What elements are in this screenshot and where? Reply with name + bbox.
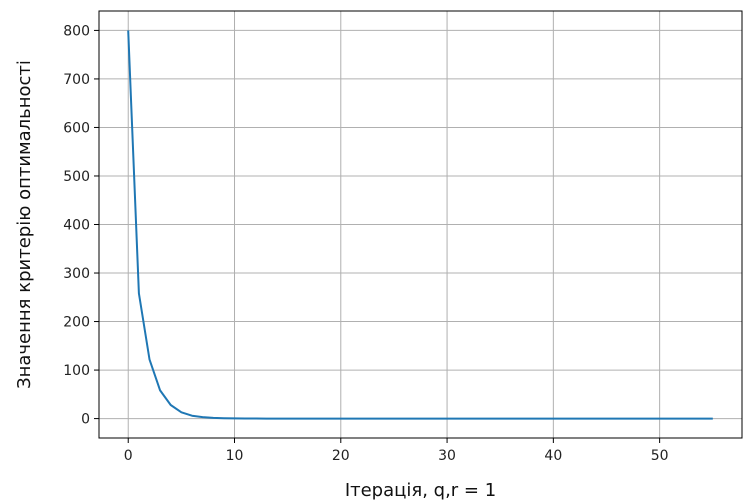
- x-tick-label: 0: [124, 448, 133, 464]
- y-axis-label: Значення критерію оптимальності: [14, 60, 35, 389]
- x-tick-label: 10: [226, 448, 244, 464]
- y-tick-label: 500: [63, 169, 90, 185]
- x-tick-label: 50: [651, 448, 669, 464]
- x-axis-label: Ітерація, q,r = 1: [345, 480, 496, 501]
- y-tick-label: 700: [63, 72, 90, 88]
- x-axis-ticks: 0 10 20 30 40 50: [124, 438, 669, 464]
- y-tick-label: 400: [63, 218, 90, 234]
- series-line: [127, 30, 713, 420]
- grid: [99, 11, 742, 438]
- series-line-layer: [127, 30, 713, 420]
- x-tick-label: 30: [438, 448, 456, 464]
- y-tick-label: 600: [63, 120, 90, 136]
- y-tick-label: 200: [63, 315, 90, 331]
- y-axis-ticks: 0 100 200 300 400 500 600 700 800: [63, 23, 99, 428]
- y-tick-label: 100: [63, 363, 90, 379]
- y-tick-label: 800: [63, 23, 90, 39]
- x-tick-label: 40: [544, 448, 562, 464]
- y-tick-label: 0: [81, 412, 90, 428]
- y-tick-label: 300: [63, 266, 90, 282]
- x-tick-label: 20: [332, 448, 350, 464]
